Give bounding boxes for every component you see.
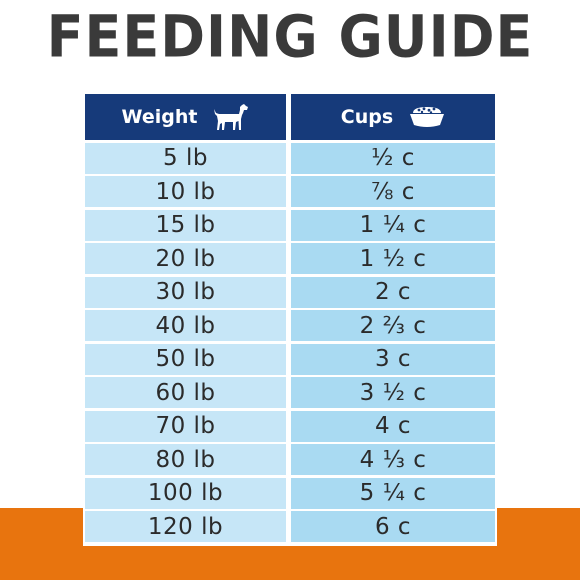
weight-cell: 80 lb	[85, 444, 286, 475]
food-bowl-icon	[409, 104, 445, 130]
weight-header-label: Weight	[121, 106, 198, 128]
cups-cell: 4 c	[291, 410, 495, 442]
weight-cell: 70 lb	[85, 410, 286, 442]
weight-cell: 60 lb	[85, 377, 286, 408]
weight-cell: 15 lb	[85, 209, 286, 241]
weight-cell: 10 lb	[85, 176, 286, 207]
cups-cell: 6 c	[291, 511, 495, 542]
weight-cell: 5 lb	[85, 142, 286, 174]
weight-cell: 30 lb	[85, 276, 286, 308]
weight-cell: 50 lb	[85, 343, 286, 375]
cups-cell: ½ c	[291, 142, 495, 174]
cups-cell: 5 ¼ c	[291, 477, 495, 509]
weight-header: Weight	[85, 94, 286, 140]
weight-cell: 40 lb	[85, 310, 286, 341]
feeding-table: Weight 5 lb 10 lb 15 lb 20 lb 30 lb 40 lb 50 l…	[83, 94, 497, 546]
cups-cell: 1 ½ c	[291, 243, 495, 274]
cups-header-label: Cups	[340, 106, 394, 128]
cups-cell: 1 ¼ c	[291, 209, 495, 241]
weight-cell: 100 lb	[85, 477, 286, 509]
weight-cell: 20 lb	[85, 243, 286, 274]
page-title: FEEDING GUIDE	[46, 2, 534, 71]
dog-icon	[213, 102, 249, 132]
cups-cell: ⅞ c	[291, 176, 495, 207]
weight-cell: 120 lb	[85, 511, 286, 542]
cups-cell: 3 c	[291, 343, 495, 375]
cups-cell: 2 ⅔ c	[291, 310, 495, 341]
cups-cell: 4 ⅓ c	[291, 444, 495, 475]
weight-column: Weight 5 lb 10 lb 15 lb 20 lb 30 lb 40 lb 50 l…	[85, 94, 286, 542]
cups-header: Cups	[291, 94, 495, 140]
cups-cell: 2 c	[291, 276, 495, 308]
cups-cell: 3 ½ c	[291, 377, 495, 408]
